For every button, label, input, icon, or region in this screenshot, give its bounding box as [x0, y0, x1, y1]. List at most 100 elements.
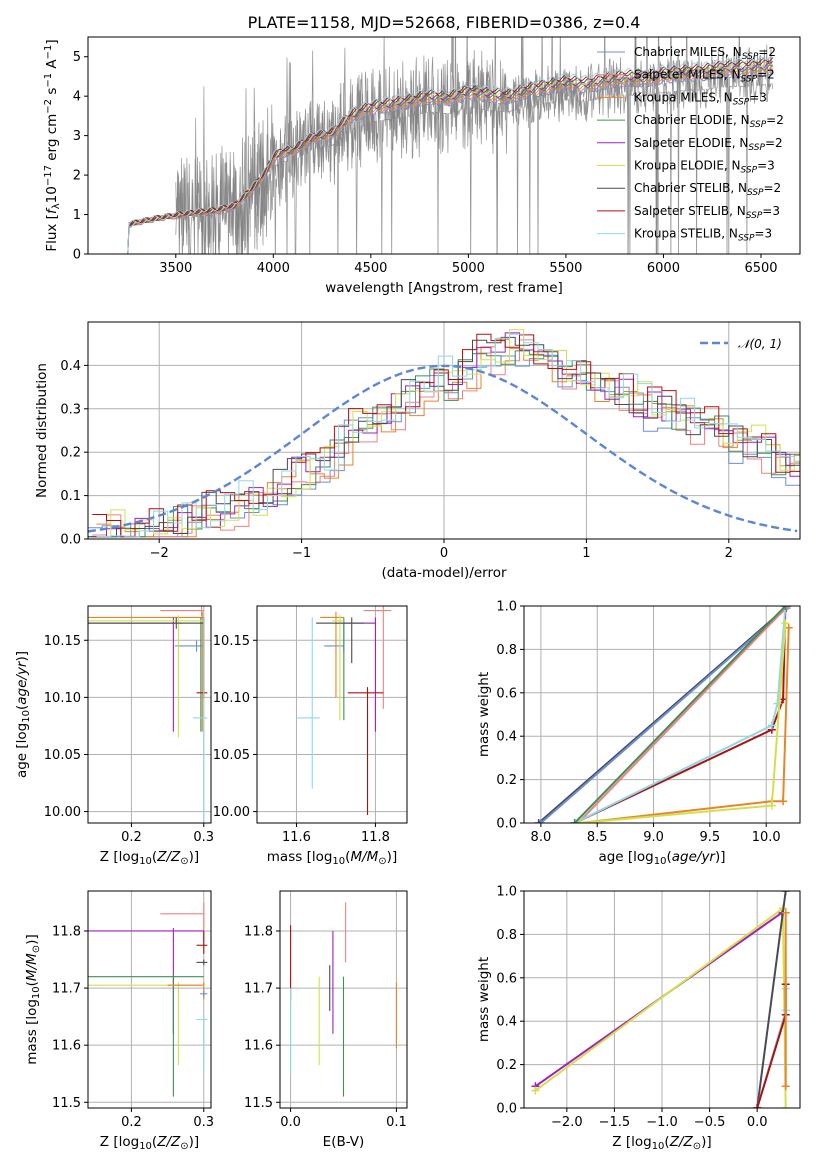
y-axis-label-part: −1 — [43, 73, 54, 88]
y-tick-label: 3 — [73, 129, 81, 144]
y-tick-label: 10.05 — [44, 748, 81, 763]
legend-suffix: =3 — [757, 159, 775, 173]
x-tick-label: 6000 — [647, 261, 680, 276]
x-axis-label: (data-model)/error — [381, 565, 507, 581]
mass-weight-marker — [783, 606, 792, 610]
y-axis-label-part: 10 — [44, 186, 60, 203]
y-axis-label-part: erg cm — [44, 114, 60, 165]
x-axis-label-part: Z/Z — [156, 1134, 181, 1150]
y-tick-label: 0 — [73, 248, 81, 263]
legend-sub: SSP — [733, 97, 750, 107]
mass-weight-marker — [779, 797, 788, 806]
y-tick-label: 11.5 — [244, 1096, 273, 1111]
mass-weight-vs-age-panel: 8.0 8.5 9.0 9.5 10.0 0.0 0.2 0.4 0.6 0.8 1.0 age [l… — [476, 600, 801, 867]
x-tick-label: −2 — [150, 546, 169, 561]
x-axis-label-part: ( — [152, 849, 157, 865]
y-axis-label-part: mass weight — [476, 957, 492, 1042]
legend-suffix: =3 — [754, 227, 772, 241]
x-tick-label: 0.3 — [193, 830, 214, 845]
legend-text: Salpeter ELODIE, N — [634, 136, 748, 150]
y-axis-label: mass [log10(M/M⊙)] — [24, 934, 42, 1064]
y-axis-label-part: mass [log — [24, 999, 40, 1065]
x-axis-label-part: (data-model)/error — [381, 565, 507, 581]
x-tick-label: 0.0 — [280, 1115, 301, 1130]
y-axis-label-part: ⊙ — [31, 945, 42, 953]
legend-suffix: =2 — [758, 45, 776, 59]
x-axis-label-part: ⊙ — [378, 856, 386, 867]
legend-label: Kroupa MILES, NSSP=3 — [634, 90, 767, 107]
x-axis-label-part: age [log — [598, 849, 653, 865]
plot-area — [123, 37, 774, 254]
axes-frame — [87, 605, 212, 824]
y-tick-label: 0.2 — [496, 773, 517, 788]
y-axis-label: Flux [fλ10−17 erg cm−2 s−1 A−1] — [43, 39, 62, 251]
x-tick-label: −1.0 — [646, 1115, 678, 1130]
y-axis-label-part: 10 — [31, 986, 42, 999]
x-tick-label: 10.0 — [752, 830, 781, 845]
x-tick-label: 0 — [440, 546, 448, 561]
y-tick-label: 1.0 — [496, 885, 517, 900]
y-axis-label-part: s — [44, 88, 60, 99]
x-tick-label: 9.5 — [700, 830, 721, 845]
mass-weight-line — [540, 607, 788, 823]
residual-histogram-line — [96, 329, 800, 538]
y-axis-label-part: )] — [14, 651, 30, 662]
x-tick-label: 0.1 — [386, 1115, 407, 1130]
x-axis-label: age [log10(age/yr)] — [598, 849, 725, 867]
y-tick-label: 2 — [73, 169, 81, 184]
mass-weight-line — [534, 906, 787, 1108]
x-axis-label-part: )] — [715, 849, 726, 865]
x-axis-label-part: 10 — [332, 856, 345, 867]
residuals-panel: −2 −1 0 1 2 0.0 0.1 0.2 0.3 0.4 (data-model)/error… — [34, 321, 801, 581]
axes-frame — [523, 890, 801, 1109]
residual-histogram-line — [96, 333, 800, 538]
y-tick-label: 1 — [73, 208, 81, 223]
y-tick-label: 10.10 — [213, 691, 250, 706]
mass-weight-marker — [781, 908, 790, 917]
x-axis-label-part: wavelength [Angstrom, rest frame] — [325, 280, 563, 296]
x-axis-label-part: mass [log — [267, 849, 333, 865]
mass-vs-metallicity-panel: 0.2 0.311.511.611.711.8Z [log10(Z/Z⊙)]mas… — [24, 890, 214, 1152]
y-axis-label-part: A — [44, 59, 60, 73]
y-axis-label-part: M/M — [24, 953, 40, 981]
plot-area — [88, 891, 211, 1108]
x-axis-label-part: Z/Z — [669, 1134, 694, 1150]
mass-weight-line — [574, 606, 787, 823]
mass-weight-marker — [781, 1104, 790, 1108]
legend-text: Salpeter MILES, N — [634, 68, 741, 82]
y-tick-label: 0.8 — [496, 643, 517, 658]
mass-weight-marker — [781, 1082, 790, 1091]
plot-area — [524, 891, 800, 1108]
legend-label: Chabrier ELODIE, NSSP=2 — [634, 113, 784, 130]
y-tick-label: 0.0 — [60, 533, 81, 548]
legend-text: Kroupa MILES, N — [634, 90, 733, 104]
x-tick-label: 11.8 — [361, 830, 390, 845]
residual-histogram-line — [88, 336, 800, 538]
x-tick-label: −2.0 — [551, 1115, 583, 1130]
y-axis-label-part: Flux [ — [44, 214, 60, 252]
x-axis-label-part: 10 — [654, 856, 667, 867]
normal-distribution-curve — [88, 364, 798, 533]
legend-label: Chabrier MILES, NSSP=2 — [634, 45, 776, 62]
x-axis-label-part: )] — [189, 1134, 200, 1150]
x-axis-label-part: ( — [664, 1134, 669, 1150]
legend-sub: SSP — [747, 188, 764, 198]
legend-text: Chabrier MILES, N — [634, 45, 742, 59]
x-axis-label-part: )] — [189, 849, 200, 865]
y-tick-label: 1.0 — [496, 600, 517, 615]
model-spectrum-line — [123, 71, 774, 254]
x-axis-label: E(B-V) — [323, 1134, 365, 1150]
x-tick-label: −1.5 — [599, 1115, 631, 1130]
x-axis-label-part: M/M — [350, 849, 378, 865]
x-axis-label-part: )] — [387, 849, 398, 865]
legend-suffix: =2 — [757, 68, 775, 82]
y-tick-label: 10.00 — [213, 805, 250, 820]
x-axis-label-part: ⊙ — [180, 856, 188, 867]
model-spectrum-line — [123, 64, 773, 254]
x-axis-label-part: ⊙ — [180, 1141, 188, 1152]
y-tick-label: 0.2 — [60, 446, 81, 461]
y-axis-label-part: ( — [24, 981, 40, 986]
mass-weight-marker — [767, 721, 776, 730]
